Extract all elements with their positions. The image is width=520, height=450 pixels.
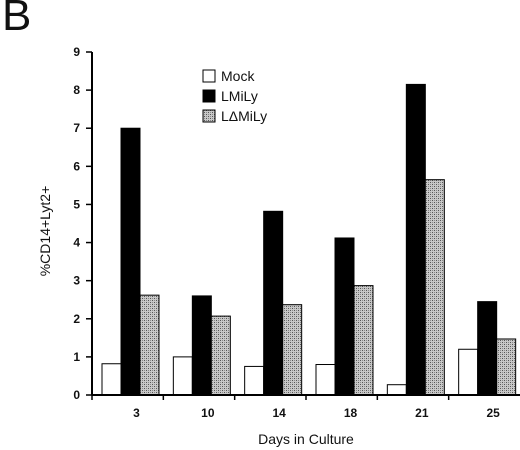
x-tick-label: 3 xyxy=(133,406,140,420)
bar-hatched-25 xyxy=(496,338,517,396)
y-axis-title: %CD14+Lyt2+ xyxy=(37,186,53,277)
x-tick-label: 10 xyxy=(201,406,215,420)
legend-label: Mock xyxy=(221,68,255,84)
y-tick-label: 1 xyxy=(73,350,80,364)
bar-hatched-18 xyxy=(353,285,374,396)
legend-swatch-hatched xyxy=(202,109,216,123)
y-tick-label: 6 xyxy=(73,159,80,173)
y-tick-label: 0 xyxy=(73,388,80,402)
bar-white-18 xyxy=(315,364,336,396)
bar-hatched-3 xyxy=(139,294,160,396)
bar-white-14 xyxy=(244,365,265,396)
x-tick-label: 18 xyxy=(344,406,358,420)
bars-layer xyxy=(101,83,517,396)
bar-white-3 xyxy=(101,363,122,396)
legend-swatch-black xyxy=(202,89,216,103)
bar-hatched-14 xyxy=(282,304,303,396)
x-tick-label: 21 xyxy=(415,406,429,420)
bar-black-10 xyxy=(191,295,212,396)
legend-swatch-white xyxy=(202,69,216,83)
bar-black-14 xyxy=(263,210,284,396)
bar-white-10 xyxy=(172,356,193,396)
panel-label: B xyxy=(2,0,32,40)
bar-black-25 xyxy=(477,301,498,396)
x-tick-label: 25 xyxy=(486,406,500,420)
y-tick-label: 9 xyxy=(73,45,80,59)
y-tick-label: 4 xyxy=(73,236,80,250)
legend-label: LMiLy xyxy=(221,88,258,104)
bar-black-21 xyxy=(405,83,426,396)
y-tick-label: 2 xyxy=(73,312,80,326)
bar-black-18 xyxy=(334,237,355,396)
bar-white-25 xyxy=(458,348,479,396)
bar-white-21 xyxy=(386,384,407,396)
legend-label: LΔMiLy xyxy=(221,108,267,124)
y-tick-label: 5 xyxy=(73,197,80,211)
bar-hatched-21 xyxy=(424,179,445,396)
x-tick-label: 14 xyxy=(272,406,286,420)
legend: Mock LMiLy LΔMiLy xyxy=(202,68,267,124)
bar-hatched-10 xyxy=(210,315,231,396)
y-tick-label: 3 xyxy=(73,274,80,288)
x-axis-title: Days in Culture xyxy=(258,431,354,447)
bar-black-3 xyxy=(120,127,141,396)
axes-layer xyxy=(86,51,520,400)
ticks-layer: 3 10 14 18 21 25 0 1 2 3 4 5 6 7 8 9 xyxy=(73,45,500,420)
y-tick-label: 8 xyxy=(73,83,80,97)
y-tick-label: 7 xyxy=(73,121,80,135)
